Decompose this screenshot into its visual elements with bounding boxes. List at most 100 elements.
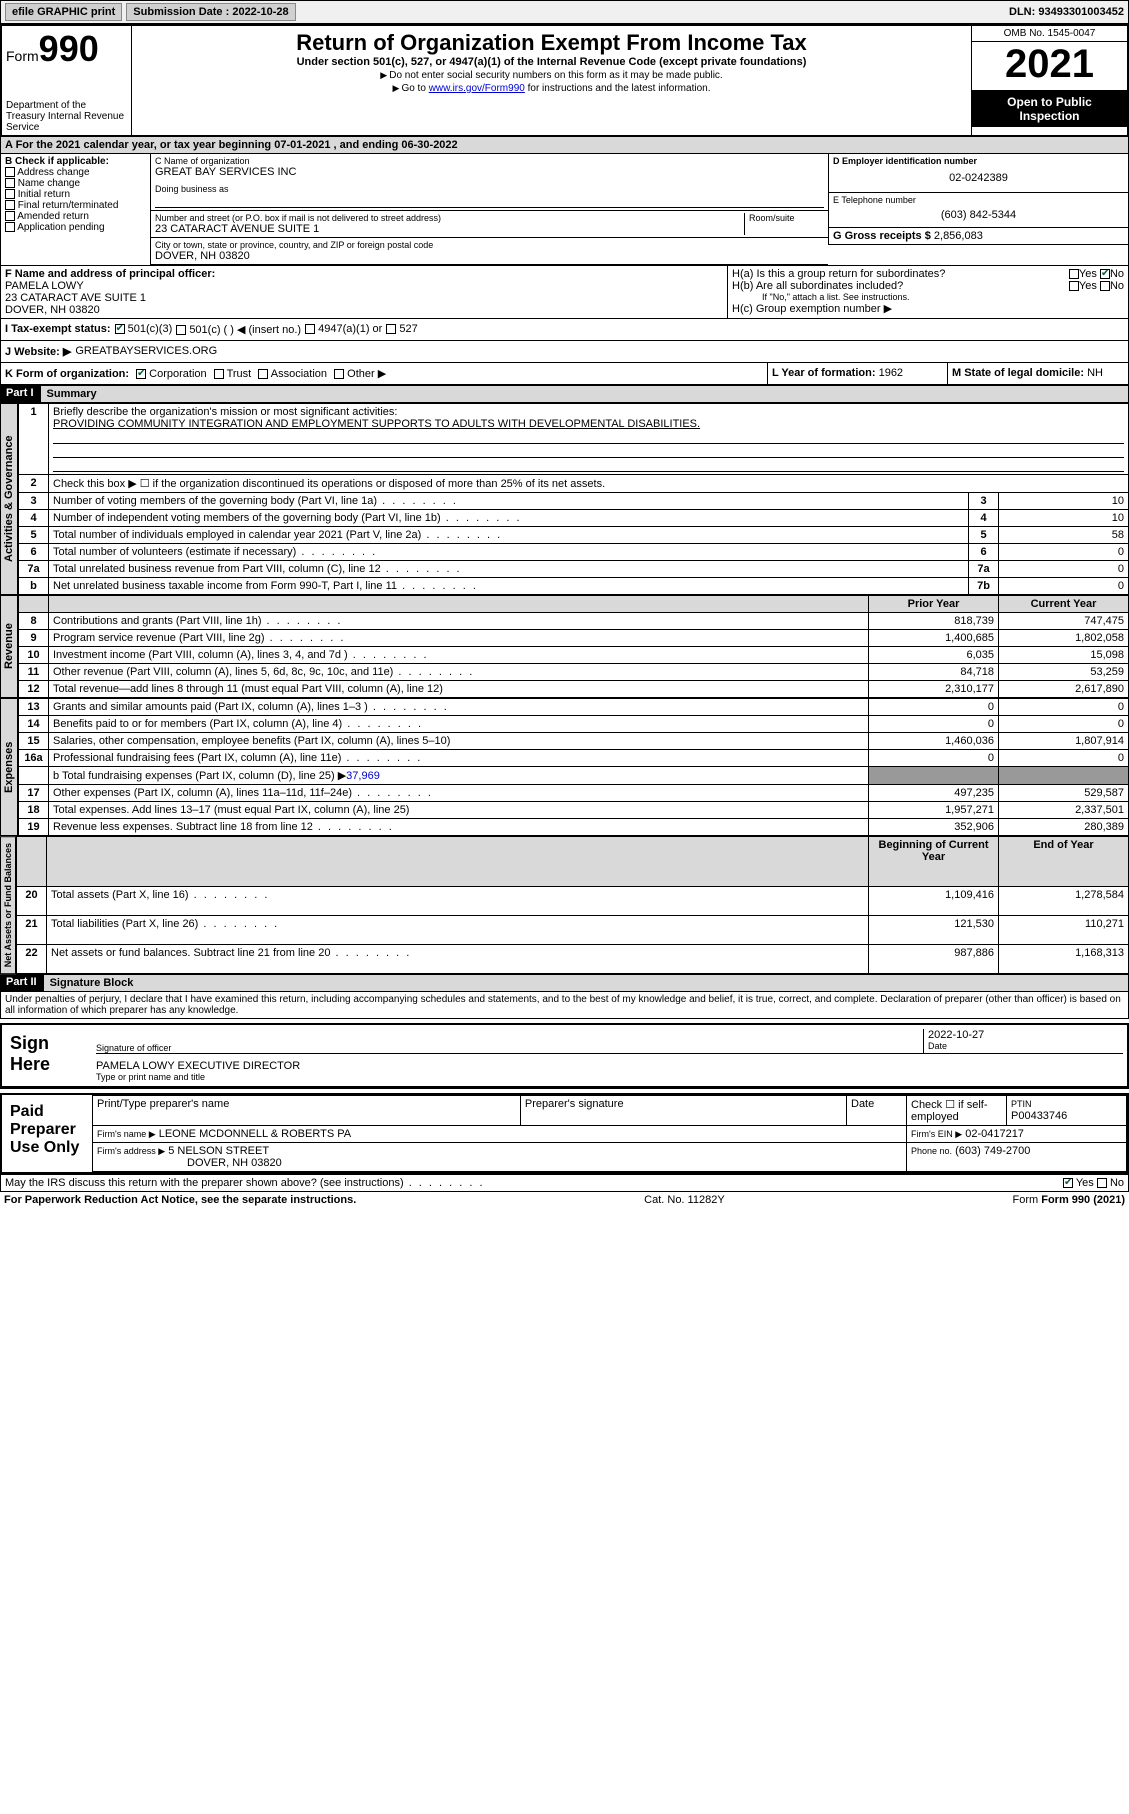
r9-p: 1,400,685 (869, 630, 999, 647)
discuss-yes[interactable] (1063, 1178, 1073, 1188)
irs-link[interactable]: www.irs.gov/Form990 (429, 83, 525, 94)
r20-t: Total assets (Part X, line 16) (47, 886, 869, 915)
officer-addr2: DOVER, NH 03820 (5, 304, 723, 316)
tab-netassets: Net Assets or Fund Balances (0, 836, 16, 974)
tax-year-line: A For the 2021 calendar year, or tax yea… (0, 137, 1129, 154)
net-table: Beginning of Current YearEnd of Year 20T… (16, 836, 1129, 974)
officer-name: PAMELA LOWY (5, 280, 723, 292)
form-ref: Form Form 990 (2021) (1013, 1194, 1126, 1206)
r20-p: 1,109,416 (869, 886, 999, 915)
r4-t: Number of independent voting members of … (49, 510, 969, 527)
box-c: C Name of organization GREAT BAY SERVICE… (151, 154, 828, 265)
ha-yes[interactable] (1069, 269, 1079, 279)
r10-n: 10 (19, 647, 49, 664)
opt-name: Name change (18, 178, 80, 189)
chk-other[interactable] (334, 369, 344, 379)
table-row: 3Number of voting members of the governi… (19, 493, 1129, 510)
chk-501c[interactable] (176, 325, 186, 335)
table-row: 20Total assets (Part X, line 16)1,109,41… (17, 886, 1129, 915)
r4-v: 10 (999, 510, 1129, 527)
r18-p: 1,957,271 (869, 802, 999, 819)
gov-table: 1 Briefly describe the organization's mi… (18, 403, 1129, 595)
k-o2: Trust (227, 368, 252, 380)
r6-v: 0 (999, 544, 1129, 561)
table-row: 14Benefits paid to or for members (Part … (19, 716, 1129, 733)
ha-label: H(a) Is this a group return for subordin… (732, 268, 945, 280)
r21-t: Total liabilities (Part X, line 26) (47, 915, 869, 944)
r21-n: 21 (17, 915, 47, 944)
box-j: J Website: ▶ GREATBAYSERVICES.ORG (0, 341, 1129, 363)
tax-year: 2021 (972, 42, 1127, 91)
note-link: Go to www.irs.gov/Form990 for instructio… (136, 83, 967, 94)
entity-block: B Check if applicable: Address change Na… (0, 154, 1129, 266)
k-o3: Association (271, 368, 327, 380)
r8-n: 8 (19, 613, 49, 630)
ty-begin: 07-01-2021 (274, 139, 330, 151)
firm-ein-label: Firm's EIN ▶ (911, 1129, 962, 1139)
r12-t: Total revenue—add lines 8 through 11 (mu… (49, 681, 869, 698)
submission-label-text: Submission Date : (133, 6, 229, 18)
f-label: F Name and address of principal officer: (5, 268, 723, 280)
table-row: 9Program service revenue (Part VIII, lin… (19, 630, 1129, 647)
phone-label: E Telephone number (833, 195, 1124, 205)
officer-block: F Name and address of principal officer:… (0, 266, 1129, 319)
r12-n: 12 (19, 681, 49, 698)
form-prefix: Form (6, 48, 39, 64)
opt-address: Address change (17, 167, 89, 178)
hb-no[interactable] (1100, 281, 1110, 291)
r6-t: Total number of volunteers (estimate if … (49, 544, 969, 561)
r12-c: 2,617,890 (999, 681, 1129, 698)
table-row: 4Number of independent voting members of… (19, 510, 1129, 527)
r5-v: 58 (999, 527, 1129, 544)
r6-nb: 6 (969, 544, 999, 561)
box-deg: D Employer identification number 02-0242… (828, 154, 1128, 265)
chk-pending[interactable] (5, 222, 15, 232)
chk-initial[interactable] (5, 189, 15, 199)
table-row: 12Total revenue—add lines 8 through 11 (… (19, 681, 1129, 698)
tab-governance: Activities & Governance (0, 403, 18, 595)
p-c2: Preparer's signature (520, 1096, 846, 1126)
pra-notice: For Paperwork Reduction Act Notice, see … (4, 1194, 356, 1206)
part1-header: Part I Summary (0, 385, 1129, 403)
chk-501c3[interactable] (115, 324, 125, 334)
chk-final[interactable] (5, 200, 15, 210)
ha-no[interactable] (1100, 269, 1110, 279)
chk-name[interactable] (5, 178, 15, 188)
r13-c: 0 (999, 699, 1129, 716)
part2-label: Part II (0, 974, 43, 992)
form-number: Form990 (6, 28, 127, 70)
col-curr: Current Year (999, 596, 1129, 613)
ein-value: 02-0242389 (833, 166, 1124, 190)
i-o3: 4947(a)(1) or (318, 323, 382, 335)
r16a-p: 0 (869, 750, 999, 767)
firm-name: LEONE MCDONNELL & ROBERTS PA (159, 1128, 351, 1140)
chk-amended[interactable] (5, 211, 15, 221)
r18-c: 2,337,501 (999, 802, 1129, 819)
gross-value: 2,856,083 (934, 230, 983, 242)
sig-name-label: Type or print name and title (96, 1072, 1123, 1082)
submission-label: Submission Date : 2022-10-28 (126, 3, 295, 21)
table-row: 16aProfessional fundraising fees (Part I… (19, 750, 1129, 767)
dy: Yes (1076, 1177, 1094, 1189)
ha-row: H(a) Is this a group return for subordin… (732, 268, 1124, 280)
k-o1: Corporation (149, 368, 206, 380)
sign-here-label: Sign Here (2, 1025, 92, 1086)
r7a-nb: 7a (969, 561, 999, 578)
discuss-no[interactable] (1097, 1178, 1107, 1188)
table-row: 8Contributions and grants (Part VIII, li… (19, 613, 1129, 630)
hb-yes[interactable] (1069, 281, 1079, 291)
chk-assoc[interactable] (258, 369, 268, 379)
r6-n: 6 (19, 544, 49, 561)
r5-t: Total number of individuals employed in … (49, 527, 969, 544)
chk-corp[interactable] (136, 369, 146, 379)
r22-t: Net assets or fund balances. Subtract li… (47, 945, 869, 974)
chk-address[interactable] (5, 167, 15, 177)
r3-t: Number of voting members of the governin… (49, 493, 969, 510)
ptin-value: P00433746 (1011, 1110, 1067, 1122)
chk-trust[interactable] (214, 369, 224, 379)
dept-label: Department of the Treasury Internal Reve… (6, 100, 127, 133)
chk-4947[interactable] (305, 324, 315, 334)
chk-527[interactable] (386, 324, 396, 334)
ty-prefix: A For the 2021 calendar year, or tax yea… (5, 139, 274, 151)
org-name: GREAT BAY SERVICES INC (155, 166, 824, 178)
